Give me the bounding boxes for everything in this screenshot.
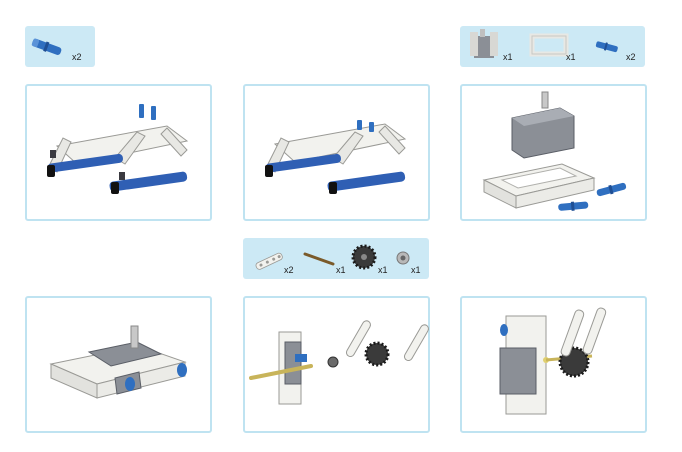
part-qty: x1 — [336, 265, 346, 275]
servo-motor-icon — [470, 29, 498, 58]
part-qty: x1 — [378, 265, 388, 275]
part-qty: x2 — [626, 52, 636, 62]
step-chassis-assembled — [243, 84, 430, 221]
chassis-illustration — [47, 104, 189, 194]
blue-pin-icon — [31, 38, 62, 55]
white-beam-icon — [255, 252, 283, 270]
beam-frame-icon — [529, 33, 569, 57]
step-gear-axle-assembly — [243, 296, 430, 433]
gear-icon — [351, 244, 377, 270]
step-gear-mounted — [460, 296, 647, 433]
parts-list-1: x2 — [25, 26, 95, 67]
step-servo-frame-pins — [460, 84, 647, 221]
part-qty: x2 — [72, 52, 82, 62]
servo-frame-illustration — [482, 91, 627, 211]
parts-list-3: x2 x1 x1 x1 — [243, 238, 429, 279]
step-servo-in-frame — [25, 296, 212, 433]
chassis-illustration — [265, 120, 407, 194]
gear-mounted-illustration — [499, 307, 607, 415]
part-qty: x2 — [284, 265, 294, 275]
servo-frame-illustration — [49, 325, 187, 399]
bushing-icon — [396, 251, 410, 265]
step-chassis-pins — [25, 84, 212, 221]
gear-axle-illustration — [249, 320, 429, 405]
parts-list-2: x1 x1 x2 — [460, 26, 645, 67]
part-qty: x1 — [503, 52, 513, 62]
part-qty: x1 — [411, 265, 421, 275]
blue-pin-icon — [595, 41, 618, 53]
part-qty: x1 — [566, 52, 576, 62]
axle-icon — [303, 252, 335, 266]
